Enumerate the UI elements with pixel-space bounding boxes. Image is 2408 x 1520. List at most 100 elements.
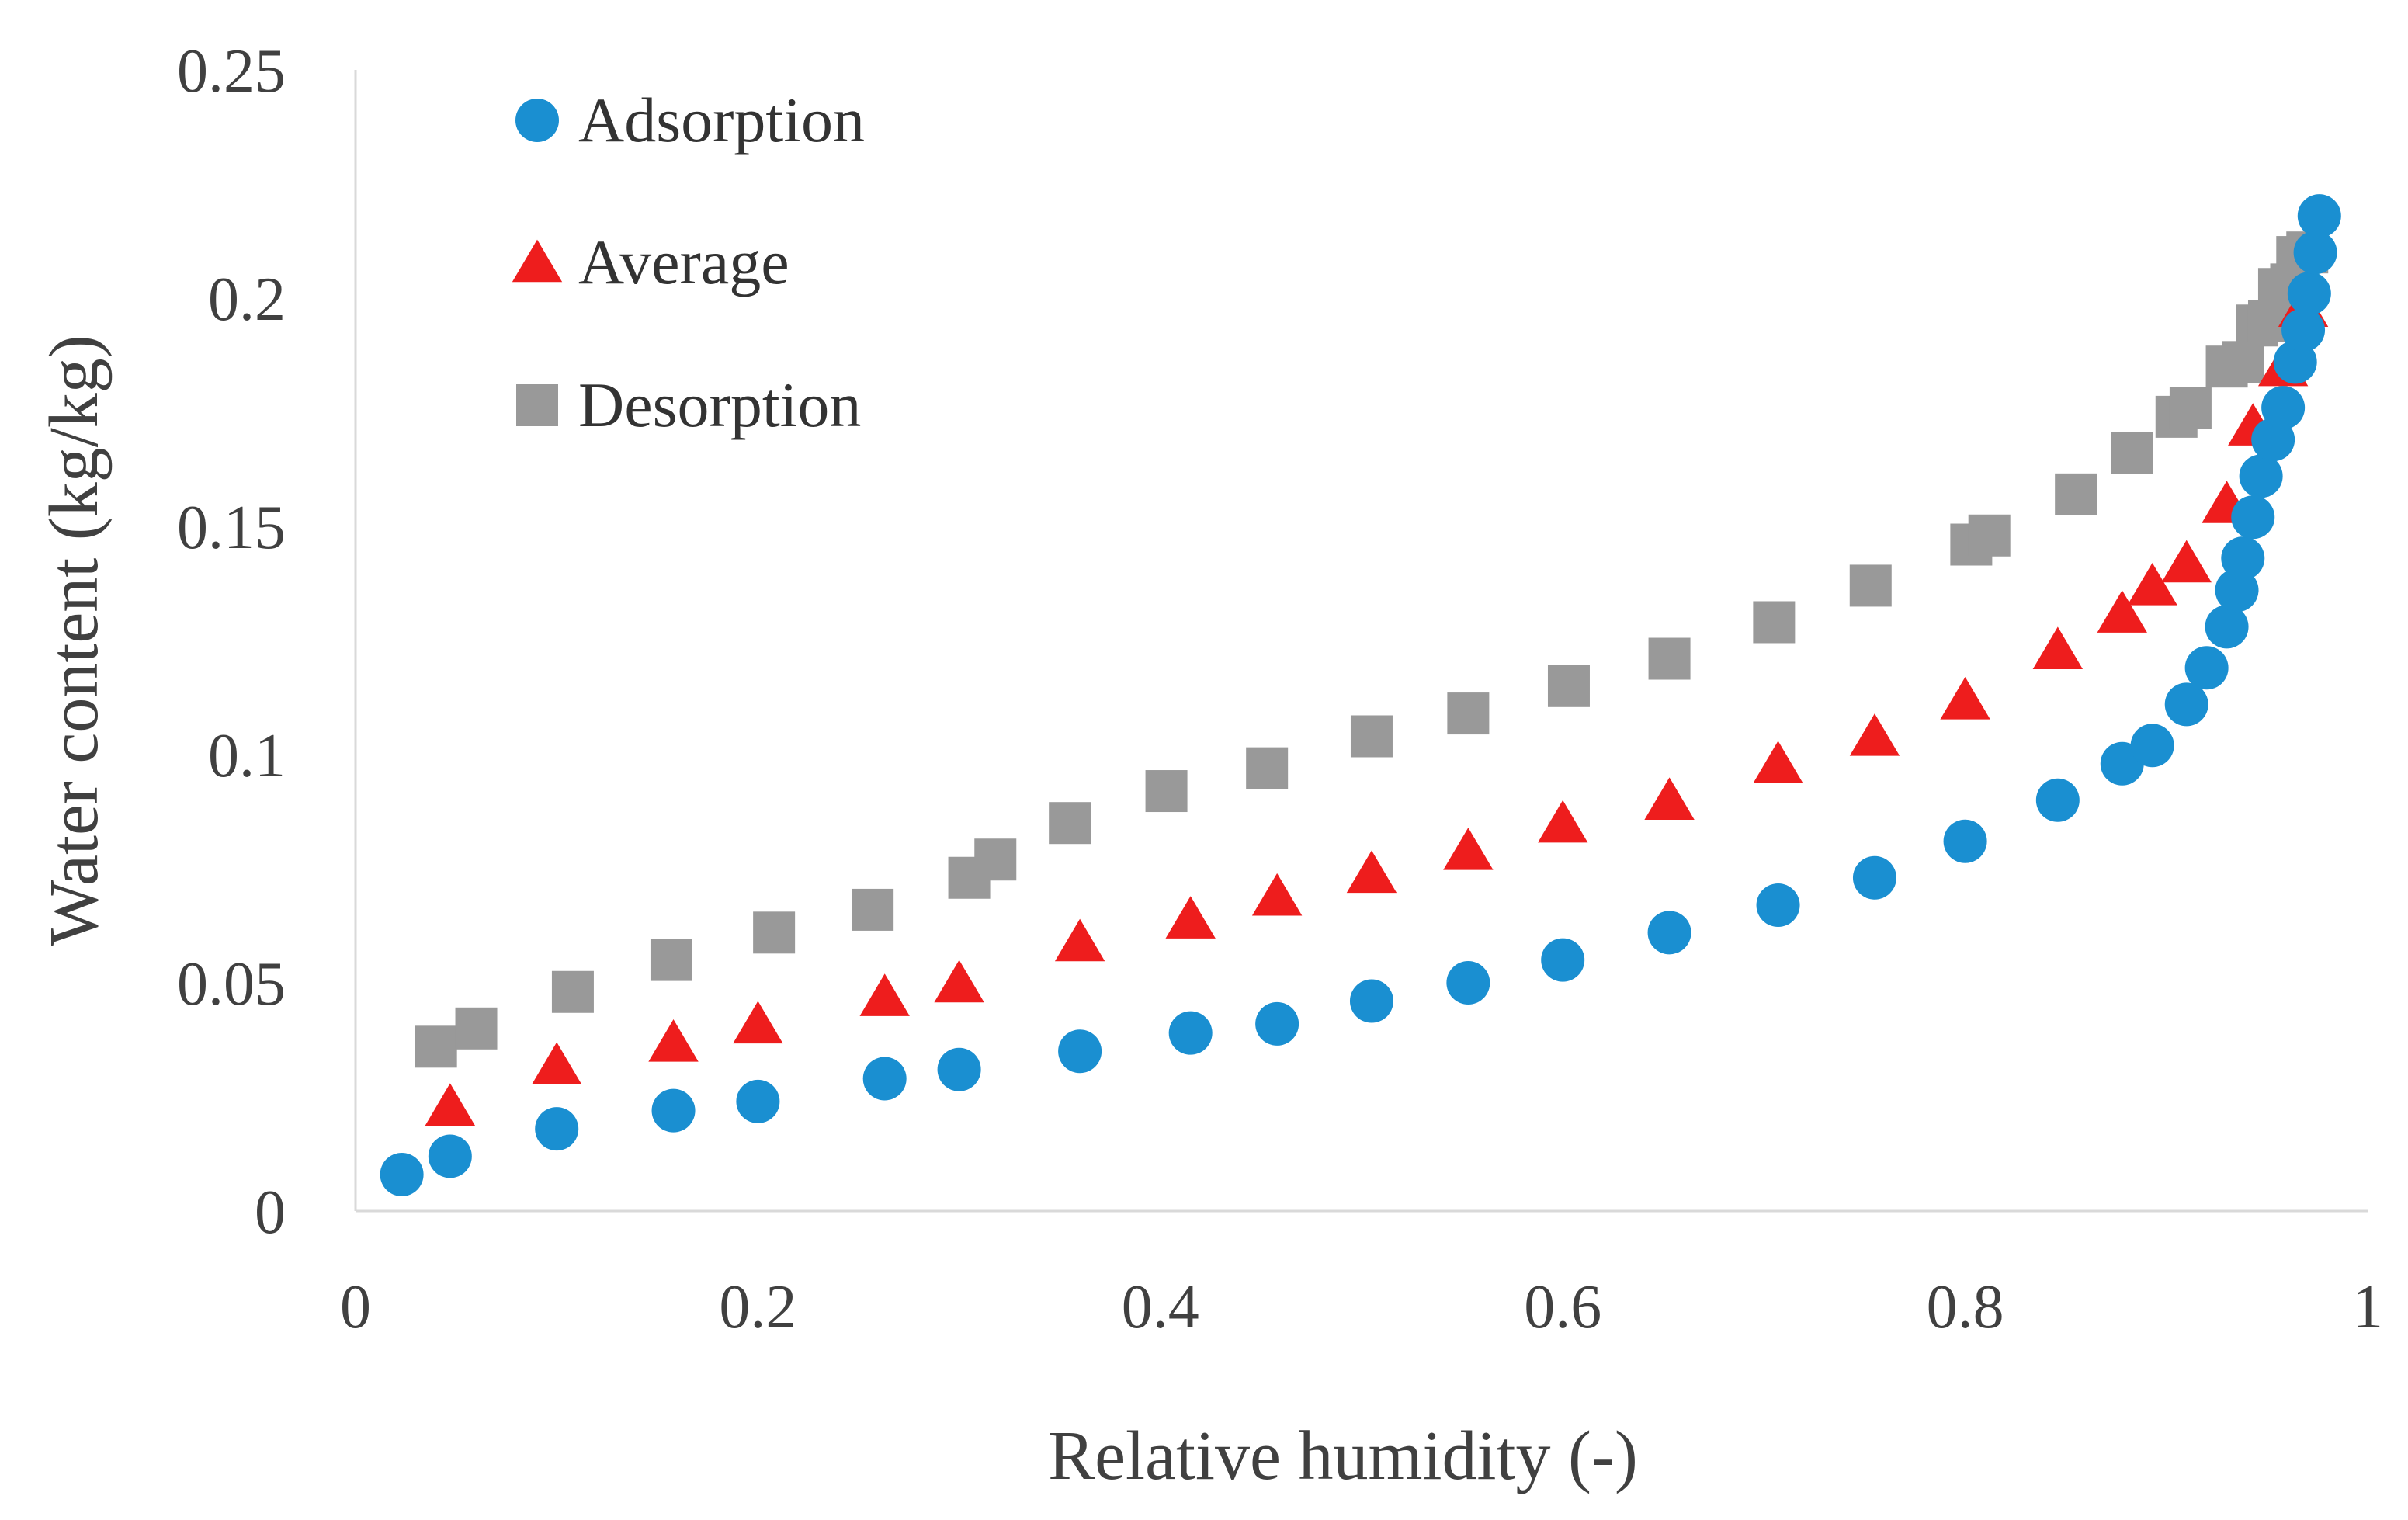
adsorption-point — [380, 1152, 424, 1196]
x-tick-label: 1 — [2352, 1273, 2383, 1341]
desorption-point — [551, 970, 594, 1013]
average-point — [1443, 828, 1494, 870]
adsorption-point — [2293, 231, 2337, 275]
average-point — [1644, 777, 1695, 820]
x-tick-label: 0.8 — [1927, 1273, 2004, 1341]
average-point — [2127, 563, 2177, 606]
average-point — [1940, 677, 1990, 720]
adsorption-point — [1541, 938, 1585, 982]
adsorption-point — [2035, 778, 2080, 822]
desorption-point — [1049, 802, 1091, 845]
average-point — [648, 1019, 699, 1062]
average-point — [2161, 540, 2212, 583]
y-tick-labels: 0 0.05 0.1 0.15 0.2 0.25 — [177, 37, 286, 1247]
average-point — [2097, 590, 2147, 633]
series-average — [425, 284, 2329, 1126]
desorption-point — [1753, 601, 1796, 644]
desorption-point — [1350, 715, 1393, 758]
adsorption-point — [1943, 819, 1987, 863]
adsorption-point — [2261, 386, 2306, 430]
average-point — [425, 1083, 476, 1126]
legend-item-desorption: Desorption — [516, 370, 861, 440]
average-point — [1165, 896, 1216, 939]
legend-label: Adsorption — [578, 85, 865, 155]
average-point — [934, 960, 984, 1003]
desorption-point — [852, 888, 894, 931]
average-point — [1346, 850, 1397, 894]
desorption-point — [455, 1007, 498, 1050]
average-point — [1538, 800, 1588, 843]
adsorption-point — [2221, 536, 2265, 581]
legend-label: Desorption — [578, 370, 861, 440]
legend-marker-adsorption — [515, 99, 559, 142]
series-adsorption — [380, 194, 2341, 1196]
desorption-point — [415, 1025, 457, 1068]
x-tick-label: 0 — [340, 1273, 371, 1341]
desorption-point — [974, 838, 1017, 881]
average-point — [2032, 626, 2084, 669]
x-tick-label: 0.6 — [1524, 1273, 1601, 1341]
desorption-point — [2222, 341, 2264, 383]
adsorption-point — [2205, 605, 2249, 649]
y-tick-label: 0.1 — [208, 722, 286, 790]
y-axis-title: Water content (kg/kg) — [36, 335, 113, 946]
adsorption-point — [1349, 979, 1393, 1023]
legend: Adsorption Average Desorption — [512, 85, 865, 440]
average-point — [859, 973, 910, 1016]
legend-item-adsorption: Adsorption — [515, 85, 865, 155]
y-tick-label: 0.25 — [177, 37, 286, 106]
legend-marker-average — [512, 239, 563, 283]
data-series — [380, 194, 2341, 1196]
desorption-point — [1648, 637, 1691, 680]
adsorption-point — [2239, 454, 2283, 498]
desorption-point — [2111, 432, 2153, 474]
adsorption-point — [2164, 682, 2208, 727]
y-tick-label: 0.15 — [177, 494, 286, 562]
adsorption-point — [1852, 855, 1896, 900]
adsorption-point — [2287, 272, 2331, 316]
adsorption-point — [1647, 911, 1691, 955]
x-tick-label: 0.4 — [1122, 1273, 1199, 1341]
adsorption-point — [736, 1079, 780, 1123]
adsorption-point — [937, 1047, 981, 1091]
adsorption-point — [1255, 1001, 1299, 1046]
adsorption-point — [535, 1107, 579, 1151]
desorption-point — [1849, 564, 1892, 607]
adsorption-point — [2184, 646, 2229, 690]
adsorption-point — [651, 1088, 696, 1133]
desorption-point — [1246, 747, 1289, 789]
desorption-point — [753, 911, 796, 954]
desorption-point — [1968, 514, 2011, 557]
y-tick-label: 0.2 — [208, 265, 286, 334]
desorption-point — [650, 939, 692, 981]
desorption-point — [1145, 770, 1188, 813]
adsorption-point — [2130, 724, 2174, 768]
y-tick-label: 0 — [255, 1178, 286, 1247]
adsorption-point — [2231, 495, 2275, 540]
average-point — [532, 1042, 582, 1085]
series-desorption — [415, 231, 2329, 1068]
adsorption-point — [428, 1134, 472, 1178]
x-axis-title: Relative humidity (-) — [1048, 1418, 1638, 1494]
average-point — [1054, 918, 1105, 962]
adsorption-point — [1446, 961, 1490, 1005]
average-point — [1849, 713, 1900, 756]
adsorption-point — [1058, 1029, 1102, 1074]
y-tick-label: 0.05 — [177, 950, 286, 1019]
x-tick-labels: 0 0.2 0.4 0.6 0.8 1 — [340, 1273, 2383, 1341]
adsorption-point — [862, 1057, 907, 1101]
x-tick-label: 0.2 — [719, 1273, 796, 1341]
average-point — [733, 1001, 783, 1044]
desorption-point — [2055, 473, 2097, 515]
average-point — [1753, 741, 1803, 783]
average-point — [1251, 873, 1303, 916]
legend-item-average: Average — [512, 227, 789, 297]
adsorption-point — [2281, 308, 2326, 352]
desorption-point — [2169, 387, 2212, 429]
adsorption-point — [2297, 194, 2341, 238]
adsorption-point — [1168, 1011, 1213, 1055]
desorption-point — [1547, 665, 1590, 707]
adsorption-point — [1756, 883, 1800, 928]
desorption-point — [1447, 692, 1490, 735]
